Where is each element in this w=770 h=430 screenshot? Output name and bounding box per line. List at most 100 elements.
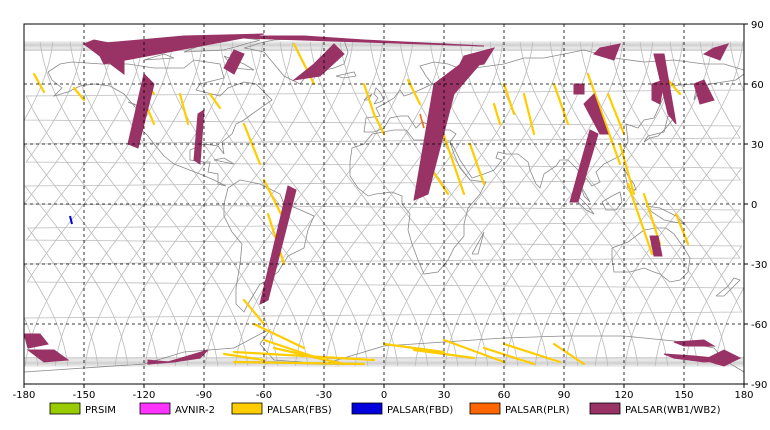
palsar-plr-strip (419, 113, 425, 129)
palsar-wb-swath (569, 129, 599, 203)
palsar-wb-swath (653, 53, 677, 125)
x-tick-label: 0 (381, 390, 387, 401)
palsar-wb-swath (147, 349, 209, 365)
legend-swatch (49, 402, 81, 415)
y-tick-label: 0 (751, 200, 757, 211)
map-plot-area (23, 23, 745, 385)
palsar-wb-swath (649, 235, 663, 257)
legend-label: PALSAR(WB1/WB2) (625, 405, 721, 416)
palsar-fbs-strip (178, 92, 190, 126)
coastline (243, 37, 349, 85)
x-tick-label: -150 (73, 390, 96, 401)
palsar-fbs-strip (586, 72, 622, 166)
palsar-fbs-strip (552, 82, 570, 126)
coastline (349, 129, 487, 275)
palsar-wb-swath (693, 79, 715, 105)
coastline (127, 101, 139, 107)
palsar-fbs-strip (552, 342, 586, 366)
legend-label: PALSAR(PLR) (505, 405, 570, 416)
palsar-fbs-strip (666, 78, 682, 96)
palsar-fbs-strip (522, 92, 536, 136)
coastline (373, 87, 385, 105)
y-tick-label: 30 (751, 140, 764, 151)
y-tick-label: -60 (751, 320, 767, 331)
coastline (715, 277, 741, 297)
x-tick-label: -180 (13, 390, 36, 401)
palsar-wb-swath (583, 93, 609, 135)
palsar-wb-swath (223, 49, 245, 75)
coastline (363, 49, 745, 203)
palsar-wb-layer (23, 33, 742, 367)
palsar-fbs-strip (382, 342, 446, 354)
palsar-fbs-strip (618, 142, 636, 196)
palsar-fbs-strip (362, 82, 376, 116)
palsar-fbs-strip (222, 352, 266, 362)
palsar-wb-swath (593, 43, 621, 61)
y-tick-label: -30 (751, 260, 767, 271)
palsar-wb-swath (193, 109, 205, 165)
palsar-fbs-strip (232, 350, 376, 362)
other-mode-layer (69, 113, 425, 225)
y-tick-label: 60 (751, 80, 764, 91)
legend-label: PALSAR(FBS) (267, 405, 332, 416)
x-tick-label: 120 (614, 390, 633, 401)
palsar-wb-swath (259, 185, 297, 305)
palsar-fbs-strip (372, 112, 386, 136)
palsar-fbs-strip (208, 92, 222, 110)
palsar-wb-swath (26, 349, 70, 363)
x-tick-label: -120 (133, 390, 156, 401)
x-tick-label: -60 (256, 390, 272, 401)
palsar-wb-swath (457, 47, 496, 69)
palsar-fbs-strip (468, 142, 486, 186)
palsar-fbs-strip (32, 72, 46, 94)
y-tick-label: -90 (751, 380, 767, 391)
coastline (213, 157, 235, 165)
palsar-wb-swath (702, 349, 742, 367)
coastline (471, 231, 485, 255)
palsar-fbs-strip (438, 122, 466, 196)
coastline (47, 59, 273, 187)
palsar-fbs-strip (442, 338, 506, 364)
palsar-wb-swath (573, 83, 585, 95)
palsar-fbd-strip (69, 215, 73, 225)
coastline (143, 53, 175, 61)
x-tick-label: 180 (734, 390, 753, 401)
palsar-fbs-strip (232, 360, 366, 366)
palsar-fbs-strip (492, 102, 502, 126)
palsar-fbs-strip (252, 322, 306, 350)
legend-swatch (231, 402, 263, 415)
tick-marks (23, 23, 748, 388)
palsar-fbs-strip (606, 92, 626, 136)
palsar-wb-swath (651, 79, 665, 105)
palsar-fbs-strip (72, 86, 86, 102)
legend-label: PALSAR(FBD) (387, 405, 453, 416)
legend-label: PRSIM (85, 405, 116, 416)
palsar-wb-swath (127, 73, 155, 149)
palsar-wb-swath (673, 339, 716, 347)
x-tick-label: -30 (316, 390, 332, 401)
x-tick-label: 60 (498, 390, 511, 401)
palsar-wb-swath (292, 43, 345, 81)
coastline (335, 71, 357, 79)
legend-swatch (589, 402, 621, 415)
palsar-wb-swath (702, 43, 729, 61)
palsar-fbs-strip (502, 342, 562, 364)
palsar-fbs-strip (242, 298, 266, 326)
coastline (601, 191, 623, 211)
x-tick-label: 30 (438, 390, 451, 401)
legend-swatch (351, 402, 383, 415)
palsar-fbs-strip (262, 178, 286, 222)
legend: PRSIM AVNIR-2 PALSAR(FBS) PALSAR(FBD) PALSAR… (49, 402, 721, 416)
graticule-grid (24, 24, 744, 384)
x-tick-label: 90 (558, 390, 571, 401)
palsar-wb-swath (23, 333, 49, 349)
palsar-wb-swath (183, 35, 485, 47)
palsar-fbs-strip (502, 82, 516, 116)
palsar-fbs-strip (482, 346, 536, 366)
legend-swatch (139, 402, 171, 415)
coastline (643, 115, 675, 143)
palsar-fbs-strip (626, 182, 654, 256)
palsar-fbs-strip (674, 212, 690, 246)
y-tick-label: 90 (751, 20, 764, 31)
